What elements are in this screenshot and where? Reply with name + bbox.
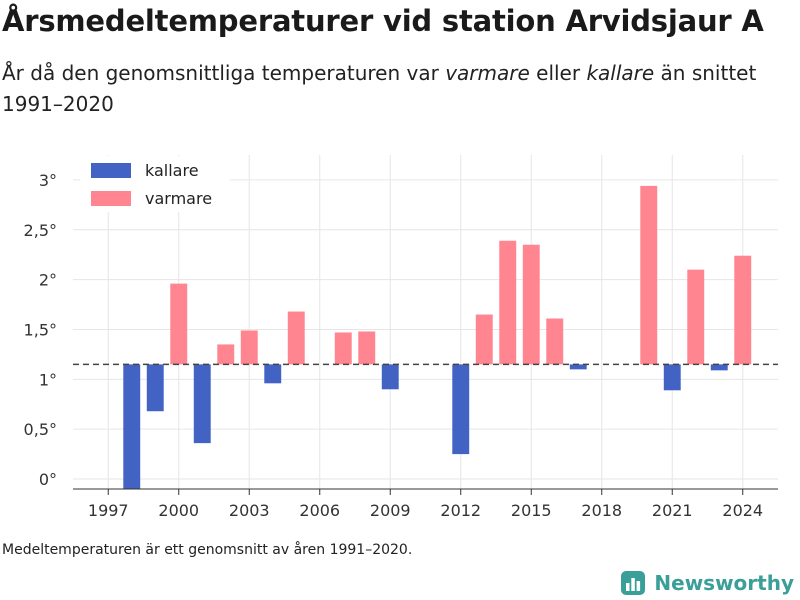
x-tick-label: 2015 — [511, 501, 552, 520]
axes: 0° 0,5° 1° 1,5° 2° 2,5° 3° 1997 2000 2003 2006 2009… — [24, 171, 778, 520]
legend: kallare varmare — [80, 156, 230, 212]
bar-2003 — [240, 330, 258, 365]
x-tick-label: 2009 — [370, 501, 411, 520]
subtitle-part2: eller — [529, 61, 587, 85]
bar-2004 — [264, 364, 282, 384]
brand-name: Newsworthy — [654, 571, 794, 595]
legend-label-kallare: kallare — [145, 161, 199, 180]
y-tick-label: 1,5° — [24, 320, 57, 339]
bar-2015 — [522, 244, 540, 365]
x-tick-label: 2021 — [652, 501, 693, 520]
subtitle-part1: År då den genomsnittliga temperaturen va… — [2, 61, 446, 85]
bar-2001 — [193, 364, 211, 444]
y-tick-label: 3° — [39, 171, 57, 190]
bar-2007 — [334, 332, 352, 365]
y-tick-label: 0° — [39, 470, 57, 489]
bar-2023 — [710, 364, 728, 371]
footnote: Medeltemperaturen är ett genomsnitt av å… — [2, 542, 413, 558]
bar-2012 — [452, 364, 470, 455]
legend-swatch-kallare — [91, 163, 131, 178]
subtitle-warmer-word: varmare — [445, 61, 530, 85]
bar-2014 — [499, 240, 517, 365]
gridlines — [73, 155, 778, 489]
chart-title: Årsmedeltemperaturer vid station Arvidsj… — [2, 4, 764, 38]
legend-label-varmare: varmare — [145, 189, 212, 208]
x-tick-label: 2006 — [299, 501, 340, 520]
x-tick-label: 1997 — [88, 501, 129, 520]
bar-2000 — [170, 283, 188, 365]
bar-2021 — [663, 364, 681, 391]
bar-2005 — [287, 311, 305, 365]
newsworthy-logo-icon — [621, 571, 646, 595]
y-tick-label: 2° — [39, 271, 57, 290]
bar-2024 — [734, 255, 752, 365]
bar-2002 — [217, 344, 235, 365]
bar-chart: 0° 0,5° 1° 1,5° 2° 2,5° 3° 1997 2000 2003 2006 2009… — [24, 155, 778, 520]
x-tick-label: 2003 — [229, 501, 270, 520]
x-tick-label: 2012 — [440, 501, 481, 520]
bar-2009 — [381, 364, 399, 390]
bar-2020 — [640, 185, 658, 365]
brand[interactable]: Newsworthy — [620, 568, 794, 598]
bars — [123, 185, 752, 489]
bar-1999 — [146, 364, 164, 412]
y-tick-label: 0,5° — [24, 420, 57, 439]
bar-2022 — [687, 269, 705, 365]
bar-1998 — [123, 364, 141, 489]
bar-2017 — [569, 364, 587, 370]
y-tick-label: 1° — [39, 370, 57, 389]
bar-2016 — [546, 318, 564, 365]
bar-2008 — [358, 331, 376, 365]
legend-swatch-varmare — [91, 191, 131, 206]
y-tick-label: 2,5° — [24, 221, 57, 240]
subtitle-part3: än snittet 1991–2020 — [2, 61, 757, 116]
x-tick-label: 2000 — [158, 501, 199, 520]
x-tick-label: 2018 — [581, 501, 622, 520]
x-tick-label: 2024 — [722, 501, 763, 520]
chart-subtitle: År då den genomsnittliga temperaturen va… — [2, 58, 792, 120]
subtitle-colder-word: kallare — [586, 61, 655, 85]
bar-2013 — [475, 314, 493, 365]
